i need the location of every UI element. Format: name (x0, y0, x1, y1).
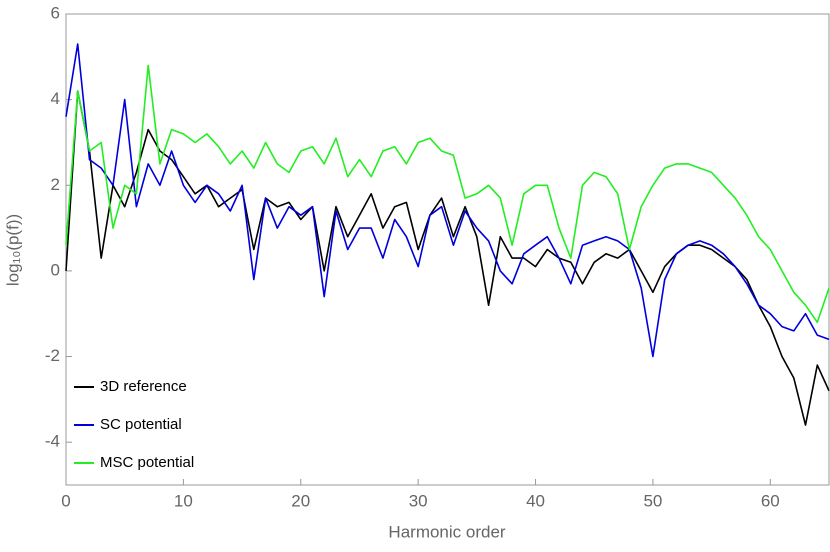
x-tick-label: 50 (643, 491, 662, 510)
y-tick-label: 6 (51, 3, 60, 22)
y-tick-label: 4 (51, 89, 60, 108)
series-line (65, 43, 830, 358)
x-tick-label: 20 (291, 491, 310, 510)
y-axis-label: log₁₀(p(f)) (3, 214, 22, 286)
y-tick-label: -2 (45, 346, 60, 365)
y-tick-label: 0 (51, 260, 60, 279)
x-tick-label: 10 (174, 491, 193, 510)
series-line (65, 90, 830, 426)
y-tick-label: 2 (51, 175, 60, 194)
x-axis-label: Harmonic order (388, 522, 505, 541)
x-tick-label: 0 (61, 491, 70, 510)
x-tick-label: 60 (761, 491, 780, 510)
legend-label: 3D reference (100, 378, 187, 395)
x-tick-label: 30 (409, 491, 428, 510)
y-tick-label: -4 (45, 432, 60, 451)
plot-frame (65, 13, 830, 486)
x-tick-label: 40 (526, 491, 545, 510)
legend-label: SC potential (100, 416, 182, 433)
series-line (65, 64, 830, 324)
legend-label: MSC potential (100, 454, 194, 471)
